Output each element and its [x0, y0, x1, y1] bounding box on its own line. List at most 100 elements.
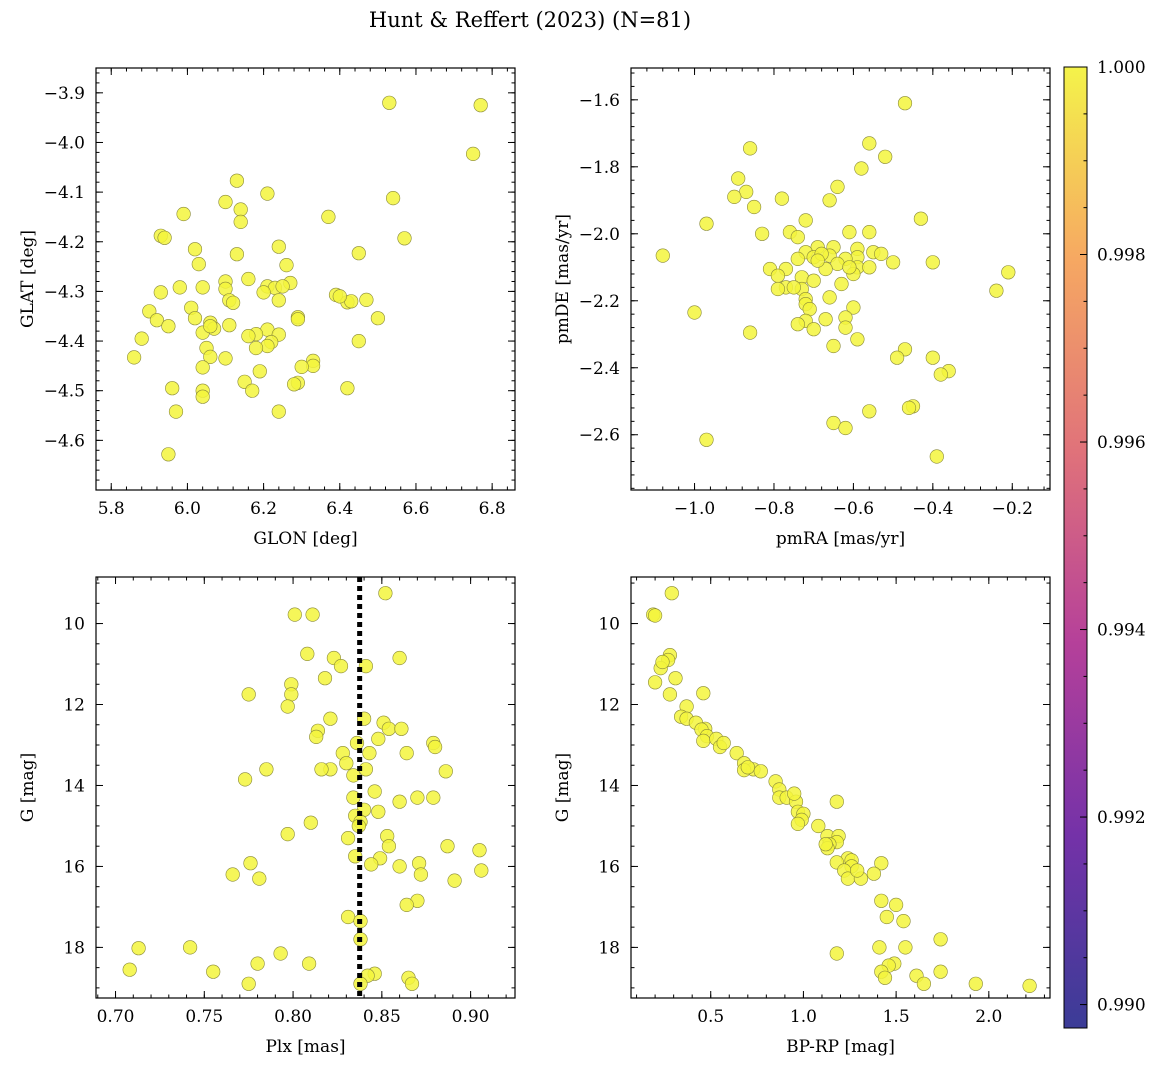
- scatter-point: [399, 897, 414, 913]
- scatter-point: [901, 400, 917, 416]
- x-tick-label: −1.0: [674, 499, 715, 519]
- y-tick-label: 10: [598, 615, 620, 635]
- scatter-point: [161, 447, 176, 462]
- scatter-point: [241, 687, 256, 702]
- y-axis-label: pmDE [mas/yr]: [553, 214, 573, 344]
- scatter-point: [933, 932, 948, 947]
- scatter-point: [250, 956, 265, 971]
- scatter-point: [370, 311, 386, 326]
- scatter-point: [770, 281, 786, 297]
- scatter-point: [284, 687, 299, 702]
- scatter-point: [271, 404, 286, 419]
- scatter-point: [341, 830, 356, 846]
- scatter-point: [862, 225, 877, 240]
- scatter-point: [241, 329, 256, 344]
- scatter-point: [222, 318, 237, 333]
- scatter-point: [252, 364, 267, 379]
- scatter-point: [913, 211, 929, 226]
- colorbar-tick-label: 0.992: [1097, 808, 1146, 828]
- scatter-point: [323, 711, 338, 726]
- scatter-point: [874, 893, 889, 908]
- scatter-point: [364, 857, 379, 872]
- scatter-point: [716, 735, 731, 751]
- scatter-point: [275, 279, 290, 294]
- scatter-point: [818, 312, 833, 327]
- scatter-point: [161, 319, 176, 334]
- scatter-point: [410, 790, 425, 805]
- scatter-point: [798, 213, 813, 228]
- scatter-point: [225, 867, 240, 882]
- scatter-point: [862, 260, 877, 275]
- scatter-point: [371, 731, 386, 747]
- scatter-point: [243, 856, 258, 871]
- scatter-point: [438, 764, 453, 779]
- y-tick-label: −2.4: [579, 359, 620, 379]
- x-tick-label: 0.85: [363, 1007, 401, 1027]
- y-axis-label: GLAT [deg]: [18, 230, 38, 328]
- scatter-point: [466, 146, 481, 161]
- sky-position-panel: 5.8 6.0 6.2 6.4 6.6 6.8 −3.9 −4.0 −4.1 −4.2 −4.3 −4…: [18, 67, 516, 549]
- scatter-point: [260, 186, 275, 201]
- scatter-point: [238, 772, 253, 787]
- y-axis-label: G [mag]: [553, 753, 573, 822]
- scatter-point: [149, 313, 164, 328]
- scatter-point: [647, 675, 663, 690]
- scatter-point: [218, 351, 233, 366]
- scatter-point: [925, 255, 940, 270]
- scatter-point: [472, 843, 487, 858]
- scatter-point: [394, 721, 409, 736]
- scatter-point: [699, 216, 714, 231]
- color-magnitude-panel: 0.5 1.0 1.5 2.0 10 12 14 16 18 BP-RP [mag] G [mag]: [553, 576, 1051, 1057]
- scatter-point: [332, 289, 347, 304]
- scatter-point: [381, 721, 397, 736]
- x-tick-label: 6.2: [250, 499, 277, 519]
- scatter-point: [195, 389, 210, 404]
- y-tick-label: −1.6: [579, 91, 620, 111]
- x-axis-label: BP-RP [mag]: [786, 1037, 895, 1057]
- scatter-point: [668, 671, 683, 686]
- scatter-points: [646, 586, 1037, 994]
- scatter-point: [256, 285, 271, 300]
- scatter-point: [351, 334, 366, 349]
- y-tick-label: 16: [63, 857, 85, 877]
- x-tick-label: 6.6: [402, 499, 429, 519]
- x-tick-label: 0.75: [185, 1007, 223, 1027]
- x-tick-label: −0.8: [753, 499, 794, 519]
- y-tick-label: 14: [598, 776, 620, 796]
- colorbar-tick-label: 0.994: [1097, 621, 1146, 641]
- x-tick-label: 6.0: [174, 499, 201, 519]
- scatter-point: [826, 338, 841, 354]
- y-tick-label: −4.0: [44, 133, 85, 153]
- scatter-point: [339, 756, 354, 771]
- x-tick-label: 1.5: [883, 1007, 910, 1027]
- scatter-point: [770, 268, 786, 283]
- scatter-point: [367, 784, 382, 799]
- scatter-point: [854, 161, 869, 176]
- scatter-point: [358, 658, 374, 674]
- scatter-point: [742, 141, 758, 156]
- scatter-point: [806, 322, 821, 337]
- y-axis-label: G [mag]: [18, 753, 38, 822]
- scatter-point: [203, 319, 218, 334]
- scatter-point: [153, 285, 168, 300]
- scatter-point: [351, 246, 366, 261]
- scatter-point: [378, 586, 393, 601]
- scatter-point: [279, 258, 294, 273]
- scatter-point: [774, 191, 790, 206]
- scatter-point: [241, 976, 256, 991]
- axes-frame: [95, 576, 516, 999]
- scatter-point: [1022, 978, 1037, 994]
- scatter-point: [790, 230, 805, 245]
- scatter-point: [176, 206, 191, 222]
- y-tick-label: −2.0: [579, 225, 620, 245]
- scatter-point: [290, 312, 306, 327]
- scatter-point: [655, 248, 670, 263]
- y-tick-label: −3.9: [44, 84, 85, 104]
- scatter-point: [397, 231, 412, 246]
- scatter-point: [850, 863, 865, 878]
- y-tick-label: −4.4: [44, 332, 85, 352]
- scatter-point: [662, 687, 678, 702]
- scatter-point: [392, 794, 407, 809]
- scatter-point: [866, 866, 882, 881]
